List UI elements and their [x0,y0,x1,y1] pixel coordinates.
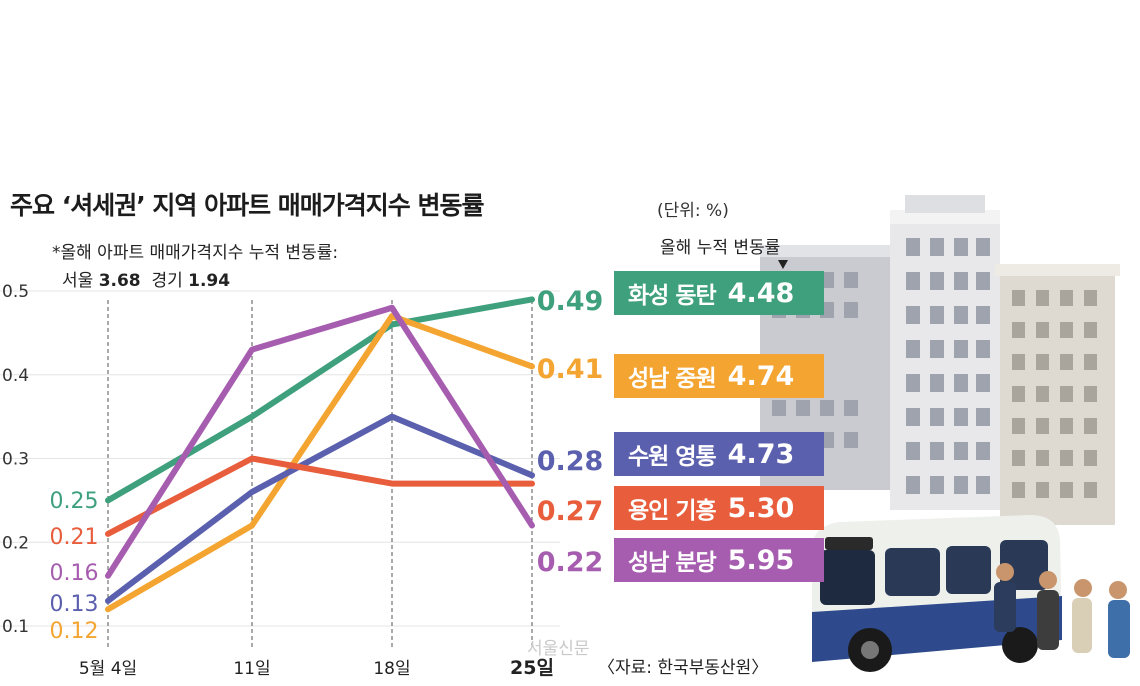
seoul-label: 서울 [62,271,94,291]
cumulative-header: 올해 누적 변동률 [660,238,781,258]
end-value-label: 0.41 [537,354,604,385]
end-value-label: 0.28 [537,446,604,477]
end-value-label: 0.27 [537,496,604,527]
y-tick-label: 0.4 [2,366,29,386]
data-point [105,573,111,579]
legend-cumulative: 4.48 [727,277,795,309]
cumulative-note: *올해 아파트 매매가격지수 누적 변동률: [52,243,339,263]
passengers-illustration [994,563,1130,658]
legend-box-seongnam-jungwon: 성남 중원 4.74 [614,354,824,398]
end-value-label: 0.22 [537,547,604,578]
x-tick-label: 5월 4일 [79,659,137,679]
start-value-label: 0.12 [50,619,99,644]
data-point [249,347,255,353]
value-labels: 0.25 0.49 0.12 0.41 0.13 0.28 0.21 0.27 0.16 0.22 [50,286,604,644]
y-tick-label: 0.1 [2,617,29,637]
data-point [249,489,255,495]
legend-box-yongin: 용인 기흥 5.30 [614,486,824,530]
legend-name: 성남 중원 [628,366,717,392]
start-value-label: 0.21 [50,525,99,550]
unit-label: (단위: %) [657,201,729,221]
data-point [249,523,255,528]
shuttle-bus-illustration [812,515,1062,672]
series-line [105,304,535,579]
data-point [249,414,255,420]
y-axis-tick-labels: 0.1 0.2 0.3 0.4 0.5 [2,282,29,637]
y-tick-label: 0.2 [2,533,29,553]
series-line [105,413,535,604]
chart-title: 주요 ‘셔세권’ 지역 아파트 매매가격지수 변동률 [10,191,485,220]
data-point [529,481,535,487]
data-point [105,598,111,604]
legend-box-seongnam-bundang: 성남 분당 5.95 [614,538,824,582]
data-point [529,296,535,302]
gyeonggi-value: 1.94 [188,271,231,291]
source-note: 〈자료: 한국부동산원〉 [598,658,769,678]
seoul-value: 3.68 [98,271,141,291]
x-axis-tick-labels: 5월 4일 11일 18일 25일 [79,657,554,679]
legend-name: 수원 영통 [628,444,717,470]
cumulative-note-values: 서울 3.68 경기 1.94 [62,266,230,291]
data-point [389,481,395,487]
data-point [529,523,535,528]
legend-name: 화성 동탄 [628,283,717,309]
data-point [105,606,111,612]
legend-cumulative: 5.30 [727,492,795,524]
legend-box-hwaseong: 화성 동탄 4.48 [614,271,824,315]
legend-cumulative: 4.73 [727,438,795,470]
data-point [529,363,535,369]
gyeonggi-label: 경기 [151,271,183,291]
legend-name: 성남 분당 [628,550,717,576]
data-point [105,497,111,503]
x-tick-label: 18일 [373,659,410,679]
data-point [529,472,535,478]
data-point [105,531,111,537]
data-point [249,456,255,461]
legend-cumulative: 5.95 [727,544,795,576]
series-line [105,313,535,613]
start-value-label: 0.25 [50,489,99,514]
series-line [105,455,535,537]
data-point [389,414,395,420]
start-value-label: 0.16 [50,561,99,586]
watermark: 서울신문 [527,639,590,659]
x-tick-label: 25일 [510,657,554,679]
y-tick-label: 0.3 [2,450,29,470]
legend-box-suwon: 수원 영통 4.73 [614,432,824,476]
cumulative-arrow-icon [778,260,788,269]
y-tick-label: 0.5 [2,282,29,302]
data-point [389,305,395,311]
legend-name: 용인 기흥 [628,498,717,524]
series-lines [105,296,535,613]
dashed-date-lines [107,300,533,648]
end-value-label: 0.49 [537,286,604,317]
x-tick-label: 11일 [233,659,270,679]
y-gridlines [0,290,560,627]
start-value-label: 0.13 [50,592,99,617]
legend-cumulative: 4.74 [727,360,795,392]
